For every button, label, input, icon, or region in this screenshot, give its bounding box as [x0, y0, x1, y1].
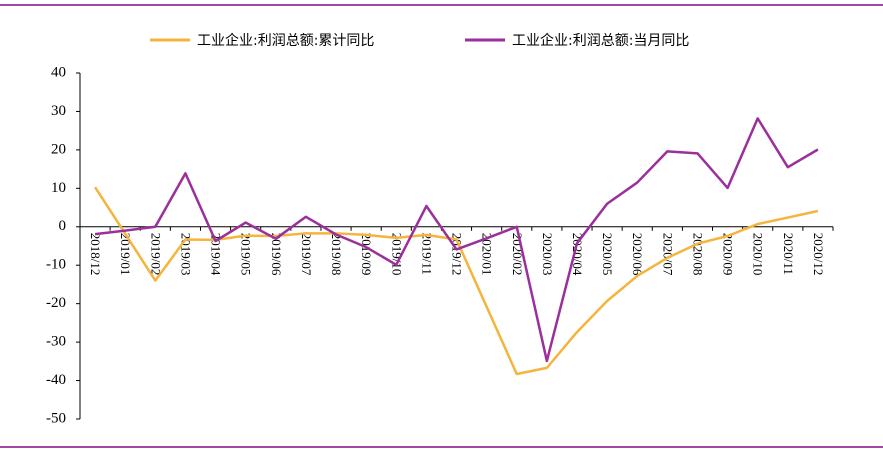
y-tick-label: 20 [51, 141, 66, 157]
y-tick-label: 30 [51, 103, 66, 119]
series-line [94, 117, 819, 363]
x-tick-label: 2020/12 [811, 233, 826, 276]
x-tick-label: 2018/12 [88, 233, 103, 276]
x-tick-label: 2019/02 [148, 233, 163, 276]
y-tick-label: 40 [51, 64, 66, 80]
x-tick-label: 2019/09 [359, 233, 374, 276]
x-tick-label: 2020/09 [721, 233, 736, 276]
x-tick-label: 2019/01 [118, 233, 133, 276]
x-tick-label: 2020/04 [570, 233, 585, 276]
x-tick-label: 2019/10 [389, 233, 404, 276]
x-tick-label: 2019/11 [419, 233, 434, 275]
y-tick-label: -50 [46, 410, 66, 426]
y-tick-label: 0 [59, 218, 67, 234]
legend-label: 工业企业:利润总额:累计同比 [197, 32, 374, 49]
x-tick-label: 2019/08 [329, 233, 344, 276]
y-tick-label: 10 [51, 180, 66, 196]
x-tick-label: 2020/03 [540, 233, 555, 276]
legend-label: 工业企业:利润总额:当月同比 [512, 32, 689, 49]
x-tick-label: 2020/06 [630, 233, 645, 276]
x-tick-label: 2020/08 [690, 233, 705, 276]
x-tick-label: 2020/01 [480, 233, 495, 276]
y-tick-label: -40 [46, 372, 66, 388]
y-tick-label: -30 [46, 334, 66, 350]
x-tick-label: 2019/07 [299, 233, 314, 276]
x-tick-label: 2019/06 [269, 233, 284, 276]
y-tick-label: -10 [46, 257, 66, 273]
x-tick-label: 2020/11 [781, 233, 796, 275]
x-tick-label: 2020/07 [660, 233, 675, 276]
x-tick-label: 2020/10 [751, 233, 766, 276]
x-tick-label: 2020/05 [600, 233, 615, 276]
x-tick-label: 2019/05 [239, 233, 254, 276]
x-tick-label: 2019/04 [209, 233, 224, 276]
y-tick-label: -20 [46, 295, 66, 311]
